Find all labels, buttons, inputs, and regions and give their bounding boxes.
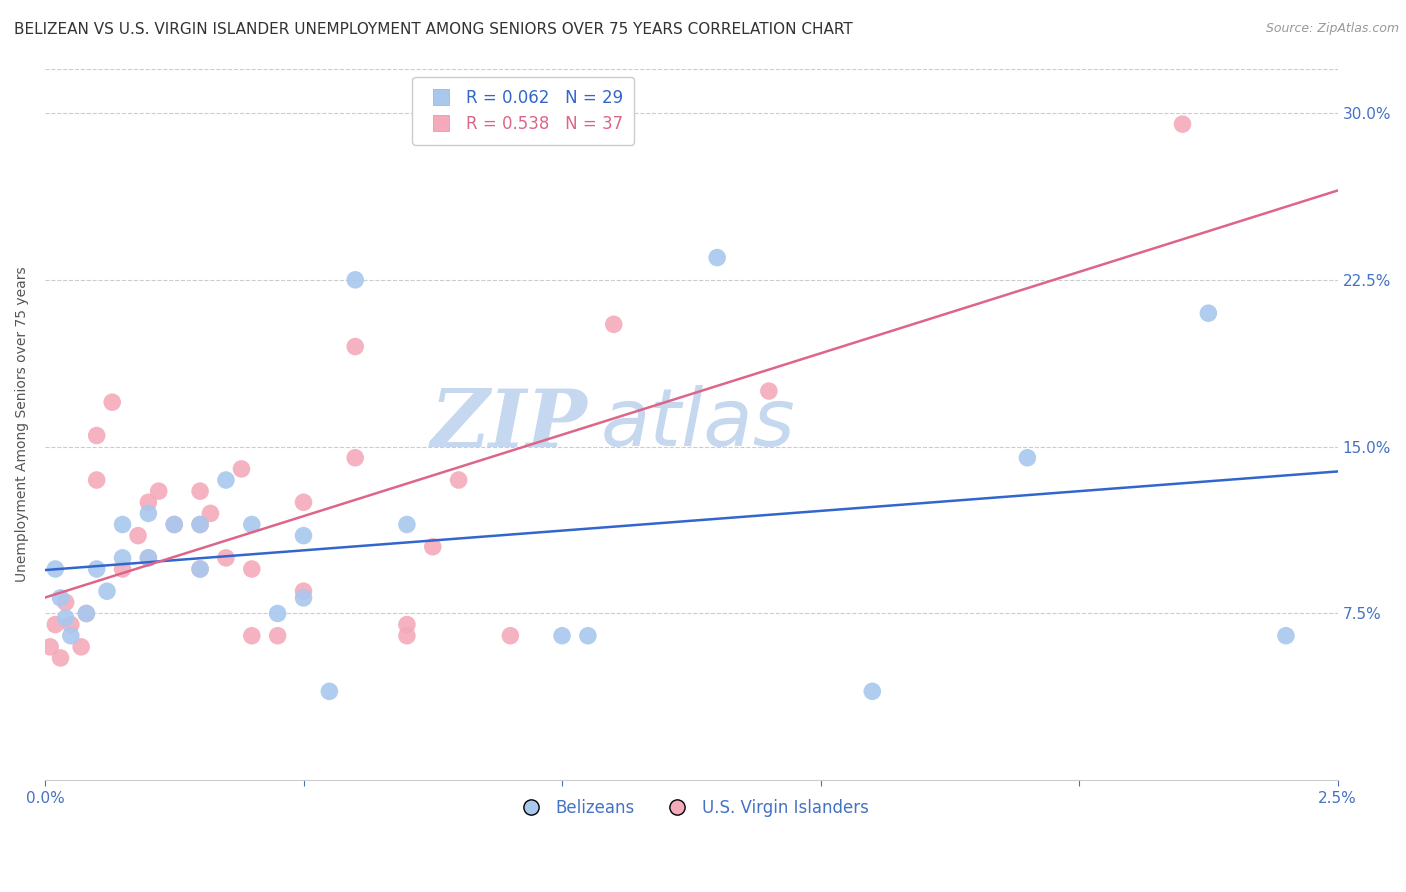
Point [59, 629, 82, 643]
Point [44, 617, 66, 632]
Point [75, 607, 97, 621]
Point [395, 617, 418, 632]
Point [188, 562, 211, 576]
Point [240, 562, 263, 576]
Point [55, 595, 77, 609]
Point [240, 629, 263, 643]
Point [292, 528, 315, 542]
Point [188, 517, 211, 532]
Point [240, 517, 263, 532]
Point [447, 473, 470, 487]
Point [200, 507, 222, 521]
Point [75, 607, 97, 621]
Point [215, 473, 238, 487]
Point [395, 629, 418, 643]
Text: Source: ZipAtlas.com: Source: ZipAtlas.com [1265, 22, 1399, 36]
Point [292, 591, 315, 605]
Point [1275, 629, 1298, 643]
Point [758, 384, 780, 398]
Text: BELIZEAN VS U.S. VIRGIN ISLANDER UNEMPLOYMENT AMONG SENIORS OVER 75 YEARS CORREL: BELIZEAN VS U.S. VIRGIN ISLANDER UNEMPLO… [14, 22, 853, 37]
Point [55, 611, 77, 625]
Point [111, 562, 134, 576]
Point [266, 629, 288, 643]
Point [266, 607, 288, 621]
Point [111, 517, 134, 532]
Legend: Belizeans, U.S. Virgin Islanders: Belizeans, U.S. Virgin Islanders [506, 790, 877, 825]
Point [49, 591, 72, 605]
Point [86, 473, 108, 487]
Point [138, 495, 160, 509]
Point [292, 584, 315, 599]
Point [101, 395, 124, 409]
Point [96, 584, 118, 599]
Point [138, 550, 160, 565]
Point [49, 651, 72, 665]
Point [318, 684, 340, 698]
Point [163, 517, 186, 532]
Point [188, 562, 211, 576]
Point [59, 617, 82, 632]
Point [44, 562, 66, 576]
Point [1171, 117, 1194, 131]
Point [860, 684, 883, 698]
Point [39, 640, 62, 654]
Point [138, 550, 160, 565]
Point [344, 340, 367, 354]
Point [292, 495, 315, 509]
Point [344, 450, 367, 465]
Point [127, 528, 149, 542]
Point [86, 428, 108, 442]
Point [148, 484, 170, 499]
Point [344, 273, 367, 287]
Point [231, 462, 253, 476]
Point [395, 517, 418, 532]
Text: atlas: atlas [600, 385, 796, 464]
Point [1197, 306, 1219, 320]
Point [188, 517, 211, 532]
Point [70, 640, 93, 654]
Point [499, 629, 522, 643]
Point [215, 550, 238, 565]
Point [603, 318, 626, 332]
Text: ZIP: ZIP [432, 385, 588, 463]
Point [86, 562, 108, 576]
Point [576, 629, 599, 643]
Point [111, 550, 134, 565]
Point [163, 517, 186, 532]
Point [1017, 450, 1039, 465]
Point [706, 251, 728, 265]
Point [188, 484, 211, 499]
Y-axis label: Unemployment Among Seniors over 75 years: Unemployment Among Seniors over 75 years [15, 267, 30, 582]
Point [551, 629, 574, 643]
Point [138, 507, 160, 521]
Point [422, 540, 444, 554]
